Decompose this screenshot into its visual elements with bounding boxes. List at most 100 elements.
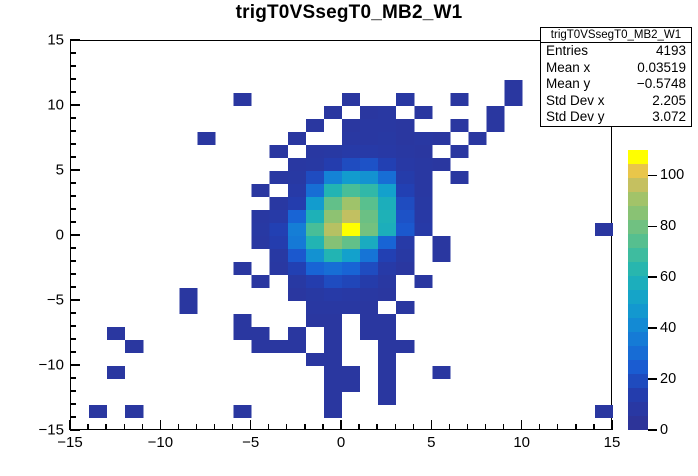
x-axis-tick [448, 424, 451, 430]
stats-value: 0.03519 [637, 59, 686, 75]
x-axis-tick [611, 420, 613, 430]
histogram-bins [71, 41, 613, 431]
y-axis-tick-label: 5 [55, 161, 64, 179]
x-axis-tick [159, 420, 162, 430]
stats-key: Mean y [546, 76, 591, 91]
color-scale-gradient [628, 150, 648, 430]
y-axis-tick [70, 377, 76, 379]
x-axis-tick [87, 424, 89, 430]
y-axis-tick [70, 169, 80, 171]
y-axis-tick [70, 234, 80, 236]
colorbar-tick-label: 20 [660, 371, 677, 388]
x-axis-tick [484, 424, 487, 430]
x-axis-tick [268, 424, 270, 430]
x-axis-tick [466, 424, 469, 430]
y-axis-tick [70, 338, 76, 340]
y-axis-tick-label: −10 [38, 356, 64, 374]
histogram-canvas [71, 41, 613, 431]
y-axis-tick-label: 10 [47, 96, 64, 114]
stats-rows: Entries 4193 Mean x 0.03519 Mean y −0.5748 Std… [541, 43, 691, 126]
stats-value: 2.205 [652, 92, 686, 108]
x-axis-tick [141, 424, 143, 430]
x-axis-tick-label: 15 [603, 434, 621, 451]
x-axis-tick [557, 424, 559, 430]
x-axis-tick-label: 5 [427, 434, 436, 451]
x-axis-tick [195, 424, 198, 430]
y-axis-tick [70, 286, 76, 288]
colorbar-tick-label: 100 [660, 167, 685, 184]
stats-key: Entries [546, 43, 589, 58]
x-axis-tick [394, 424, 396, 430]
y-axis-tick [70, 312, 76, 314]
x-axis-tick-label: −15 [57, 434, 83, 451]
x-axis-tick-label: 0 [336, 434, 346, 451]
y-axis-tick [70, 91, 76, 93]
stats-row: Std Dev y 3.072 [541, 109, 691, 126]
x-axis-tick [539, 424, 541, 430]
stats-value: 3.072 [652, 109, 686, 124]
y-axis-tick [70, 52, 76, 54]
x-axis-tick [520, 420, 523, 430]
colorbar-tick-label: 40 [660, 320, 677, 337]
y-axis-tick [70, 325, 76, 327]
y-axis-tick [70, 65, 76, 67]
stats-row: Mean x 0.03519 [541, 60, 691, 77]
x-axis-tick [502, 424, 505, 430]
stats-key: Std Dev x [546, 92, 605, 108]
x-axis-tick [123, 424, 125, 430]
color-scale-bar[interactable] [628, 150, 648, 430]
colorbar-tick [648, 327, 657, 329]
x-axis-tick [69, 420, 71, 430]
x-axis-tick [322, 424, 324, 430]
x-axis-tick [105, 424, 107, 430]
colorbar-tick [648, 276, 657, 279]
x-axis-tick [177, 424, 180, 430]
colorbar-tick-label: 80 [660, 218, 677, 235]
stats-box[interactable]: trigT0VSsegT0_MB2_W1 Entries 4193 Mean x 0.… [540, 27, 692, 127]
stats-row: Entries 4193 [541, 43, 691, 60]
stats-box-header: trigT0VSsegT0_MB2_W1 [541, 28, 691, 43]
y-axis-tick [70, 260, 76, 262]
y-axis-tick [70, 117, 76, 119]
stats-row: Std Dev x 2.205 [541, 93, 691, 110]
y-axis-tick [70, 130, 76, 132]
stats-value: 4193 [655, 43, 686, 58]
x-axis-tick-label: −10 [147, 434, 174, 451]
page-title: trigT0VSsegT0_MB2_W1 [235, 2, 463, 23]
x-axis-tick [376, 424, 378, 430]
stats-key: Mean x [546, 59, 591, 75]
x-axis-tick [286, 424, 288, 430]
x-axis-tick [249, 420, 252, 430]
x-axis-tick [575, 424, 577, 430]
y-axis-tick-label: −15 [38, 421, 64, 439]
colorbar-tick [648, 225, 657, 228]
y-axis-tick [70, 143, 76, 145]
x-axis-tick [231, 424, 234, 430]
y-axis-tick [70, 416, 76, 418]
stats-row: Mean y −0.5748 [541, 76, 691, 93]
x-axis-tick [593, 424, 595, 430]
y-axis-tick [70, 208, 76, 210]
x-axis-tick-label: 10 [513, 434, 530, 451]
stats-key: Std Dev y [546, 109, 605, 124]
x-axis-tick [412, 424, 414, 430]
y-axis-tick [70, 104, 80, 106]
y-axis-tick [70, 273, 76, 275]
y-axis-tick [70, 156, 76, 158]
colorbar-tick-label: 0 [660, 422, 669, 438]
y-axis-tick [70, 221, 76, 223]
colorbar-tick [648, 174, 657, 177]
y-axis-tick [70, 182, 76, 184]
y-axis-tick [70, 403, 76, 405]
x-axis-tick [430, 420, 433, 430]
y-axis-tick [70, 429, 80, 431]
y-axis-tick [70, 195, 76, 197]
x-axis-tick [340, 420, 342, 430]
histogram-plot-area[interactable] [70, 40, 613, 431]
stats-value: −0.5748 [636, 76, 686, 91]
y-axis-tick [70, 364, 80, 366]
y-axis-tick-label: −5 [46, 291, 64, 309]
x-axis-tick [304, 424, 306, 430]
y-axis-tick [70, 299, 80, 301]
